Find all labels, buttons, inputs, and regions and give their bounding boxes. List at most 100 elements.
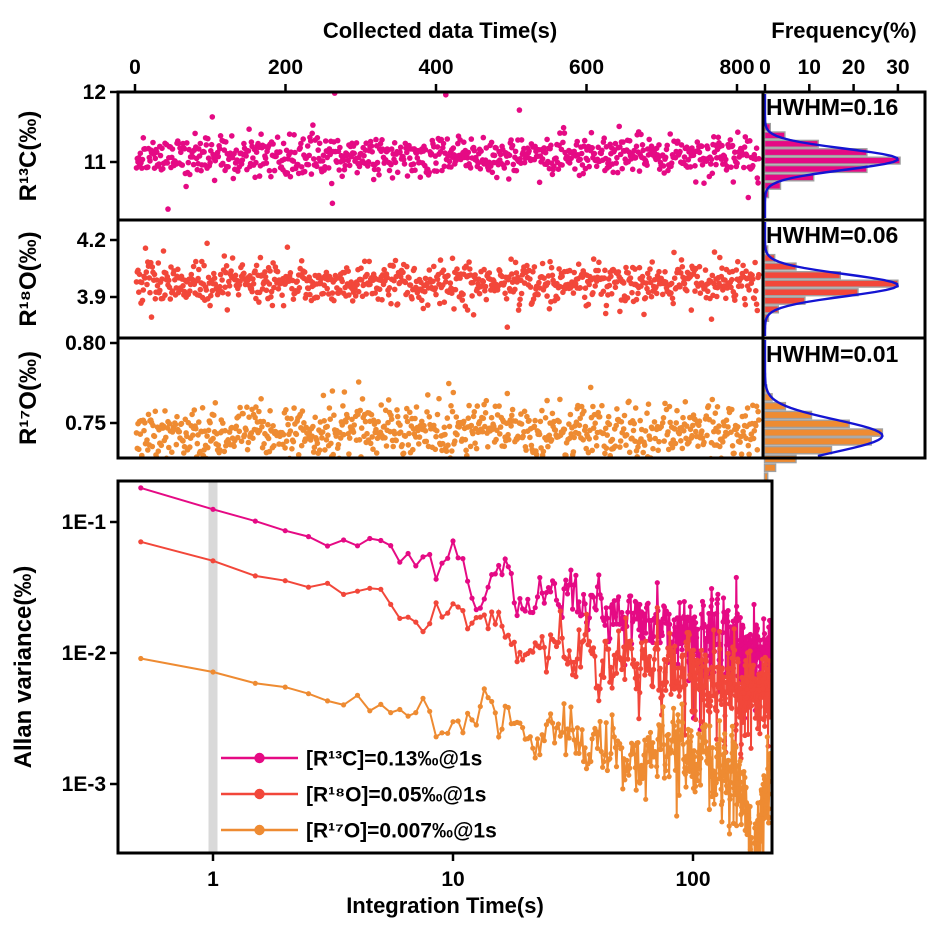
legend-marker-R18O (221, 788, 298, 800)
allan-point (703, 739, 709, 745)
scatter-point (542, 415, 549, 421)
scatter-point (315, 147, 322, 153)
scatter-point (203, 142, 210, 148)
allan-point (341, 702, 347, 708)
scatter-point (636, 168, 643, 174)
scatter-point (205, 444, 211, 451)
scatter-point (547, 258, 553, 265)
scatter-point (613, 160, 619, 166)
scatter-point (231, 443, 237, 450)
scatter-point (419, 418, 425, 425)
r13c-time-series-gauss-fit-curve (763, 94, 899, 218)
allan-point (520, 657, 526, 663)
allan-point (767, 628, 771, 634)
allan-point (717, 737, 723, 743)
allan-point (625, 656, 631, 662)
allan-point (517, 596, 523, 602)
allan-point (687, 739, 694, 745)
scatter-point (586, 436, 592, 442)
allan-point (607, 679, 613, 685)
scatter-point (509, 271, 515, 277)
allan-point (741, 769, 747, 775)
scatter-point (729, 276, 735, 283)
scatter-point (266, 167, 273, 174)
scatter-point (684, 423, 690, 429)
scatter-point (268, 294, 274, 300)
allan-point (694, 635, 700, 641)
scatter-point (620, 280, 627, 286)
scatter-point (467, 165, 474, 171)
scatter-point (333, 433, 340, 439)
allan-point (748, 745, 754, 751)
scatter-point (180, 438, 186, 444)
allan-point (727, 796, 733, 802)
allan-point (760, 685, 767, 692)
allan-point (677, 600, 683, 606)
scatter-point (263, 287, 270, 294)
allan-point (671, 723, 677, 729)
scatter-point (501, 165, 508, 171)
scatter-point (572, 166, 578, 172)
scatter-point (290, 438, 297, 445)
scatter-point (364, 163, 371, 169)
allan-point (477, 703, 483, 710)
scatter-point (185, 159, 192, 166)
scatter-point (200, 452, 207, 457)
scatter-point (629, 289, 635, 296)
allan-point (721, 745, 727, 751)
scatter-point (742, 134, 749, 140)
scatter-point (391, 140, 398, 146)
scatter-point (283, 407, 289, 413)
scatter-point (405, 442, 412, 448)
allan-point (545, 718, 552, 724)
scatter-point (617, 151, 624, 158)
hwhm-label-r18o: HWHM=0.06 (766, 222, 898, 248)
scatter-point (208, 292, 214, 299)
one-second-highlight-band (208, 482, 218, 852)
allan-point (737, 792, 743, 798)
scatter-point (394, 407, 400, 413)
scatter-point (373, 426, 379, 433)
scatter-point (245, 148, 252, 154)
scatter-point (220, 289, 226, 296)
scatter-point (340, 403, 346, 409)
top-tick-label: 0 (129, 56, 141, 79)
scatter-point (356, 437, 363, 443)
scatter-point (732, 297, 738, 304)
scatter-point (581, 408, 587, 415)
scatter-point (681, 428, 687, 434)
allan-point (602, 752, 608, 758)
scatter-point (593, 434, 599, 441)
scatter-point (665, 429, 671, 435)
scatter-point (750, 435, 757, 442)
allan-point (627, 765, 633, 771)
scatter-point (390, 443, 397, 450)
allan-point (571, 737, 577, 743)
scatter-point (358, 454, 364, 457)
scatter-point (512, 259, 519, 266)
scatter-point (431, 263, 437, 270)
allan-point (469, 595, 475, 601)
scatter-point (169, 146, 176, 152)
allan-point (702, 683, 708, 689)
scatter-point (602, 310, 609, 317)
legend-dot (254, 752, 265, 764)
scatter-point (539, 156, 546, 162)
allan-point (766, 624, 771, 630)
scatter-point (148, 314, 155, 320)
scatter-point (581, 294, 588, 301)
allan-point (634, 616, 640, 622)
allan-point (714, 610, 720, 616)
allan-point (705, 623, 712, 629)
scatter-point (203, 287, 210, 293)
scatter-point (297, 145, 304, 151)
allan-point (746, 815, 752, 821)
scatter-point (385, 292, 392, 298)
scatter-point (459, 297, 466, 303)
allan-point (600, 658, 606, 664)
legend-label-r13c: [R¹³C]=0.13‰@1s (306, 748, 482, 771)
allan-point (729, 732, 735, 738)
legend-label-r18o: [R¹⁸O]=0.05‰@1s (306, 784, 486, 807)
scatter-point (714, 404, 721, 410)
scatter-point (601, 275, 607, 281)
